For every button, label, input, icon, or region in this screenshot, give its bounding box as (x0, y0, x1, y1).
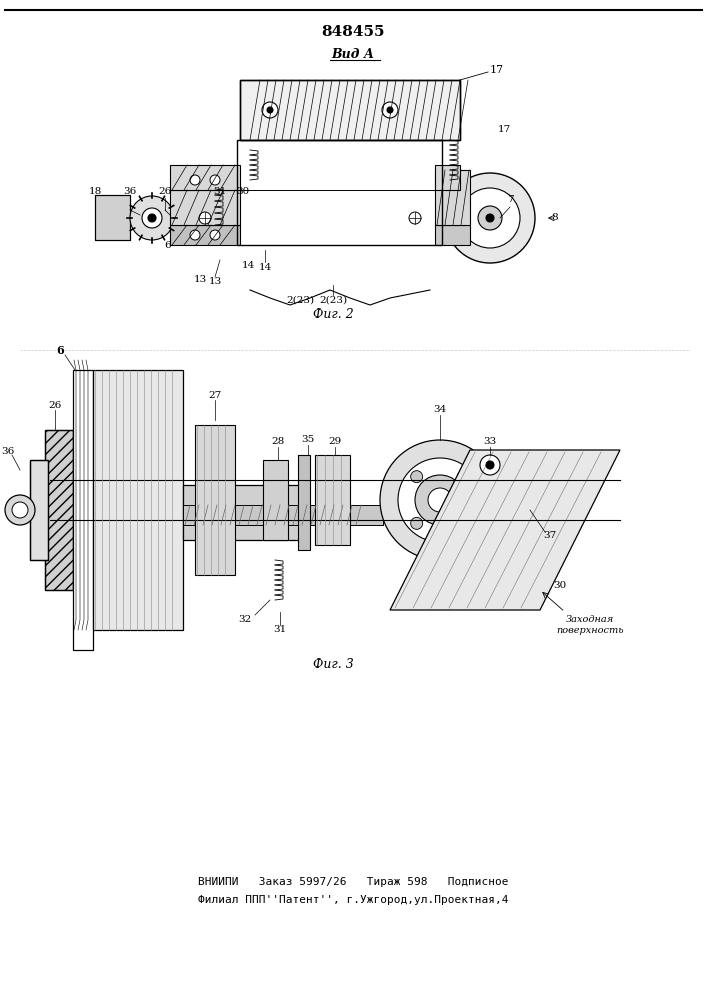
Text: 8: 8 (551, 214, 559, 223)
Text: 36: 36 (124, 188, 136, 196)
Bar (93, 370, 183, 630)
Text: 6: 6 (165, 240, 171, 249)
Circle shape (190, 175, 200, 185)
Bar (45, 430, 73, 590)
Text: 33: 33 (484, 438, 496, 446)
Circle shape (457, 471, 469, 483)
Circle shape (486, 214, 494, 222)
Circle shape (380, 440, 500, 560)
Text: 2(23): 2(23) (319, 296, 347, 304)
Circle shape (12, 502, 28, 518)
Circle shape (398, 458, 482, 542)
Circle shape (478, 206, 502, 230)
Bar (237, 140, 442, 245)
Bar (95, 195, 130, 240)
Bar (170, 190, 240, 225)
Circle shape (387, 107, 393, 113)
Text: 13: 13 (194, 275, 206, 284)
Circle shape (445, 173, 535, 263)
Text: 18: 18 (88, 188, 102, 196)
Circle shape (457, 517, 469, 529)
Polygon shape (390, 450, 620, 610)
Text: ВНИИПИ   Заказ 5997/26   Тираж 598   Подписное: ВНИИПИ Заказ 5997/26 Тираж 598 Подписное (198, 877, 508, 887)
Text: 26: 26 (158, 188, 172, 196)
Text: Заходная
поверхность: Заходная поверхность (556, 615, 624, 635)
Text: 30: 30 (236, 188, 250, 196)
Text: 848455: 848455 (321, 25, 385, 39)
Bar (73, 370, 93, 650)
Bar (183, 505, 383, 525)
Bar (298, 455, 310, 550)
Bar (30, 460, 48, 560)
Text: 36: 36 (1, 448, 15, 456)
Circle shape (210, 175, 220, 185)
Bar (170, 165, 240, 190)
Circle shape (460, 188, 520, 248)
Bar (315, 455, 350, 545)
Circle shape (190, 230, 200, 240)
Bar (435, 165, 460, 190)
Text: Фиг. 2: Фиг. 2 (312, 308, 354, 322)
Circle shape (415, 475, 465, 525)
Circle shape (262, 102, 278, 118)
Bar (263, 460, 288, 540)
Circle shape (267, 107, 273, 113)
Bar (30, 460, 48, 560)
Bar (170, 225, 240, 245)
Circle shape (148, 214, 156, 222)
Circle shape (409, 212, 421, 224)
Text: 17: 17 (498, 125, 510, 134)
Text: 17: 17 (490, 65, 504, 75)
Bar (435, 225, 470, 245)
Bar (45, 430, 73, 590)
Text: 14: 14 (258, 262, 271, 271)
Circle shape (210, 230, 220, 240)
Text: 35: 35 (301, 436, 315, 444)
Circle shape (142, 208, 162, 228)
Circle shape (411, 471, 423, 483)
Text: 31: 31 (274, 626, 286, 635)
Circle shape (480, 455, 500, 475)
Text: 32: 32 (238, 615, 252, 624)
Circle shape (382, 102, 398, 118)
Text: 37: 37 (544, 530, 556, 540)
Text: 26: 26 (48, 400, 62, 410)
Text: Вид А: Вид А (332, 48, 375, 62)
Bar (95, 195, 130, 240)
Text: 31: 31 (214, 188, 227, 196)
Circle shape (428, 488, 452, 512)
Circle shape (5, 495, 35, 525)
Bar (435, 170, 470, 225)
Text: 29: 29 (328, 438, 341, 446)
Text: 6: 6 (56, 344, 64, 356)
Circle shape (486, 461, 494, 469)
Text: 14: 14 (241, 260, 255, 269)
Bar (240, 80, 460, 140)
Text: 2(23): 2(23) (286, 296, 314, 304)
Text: Фиг. 3: Фиг. 3 (312, 658, 354, 672)
Text: 27: 27 (209, 390, 221, 399)
Text: 13: 13 (209, 277, 221, 286)
Bar (240, 80, 460, 140)
Text: 7: 7 (507, 196, 513, 205)
Bar (183, 485, 303, 540)
Text: 34: 34 (433, 406, 447, 414)
Circle shape (411, 517, 423, 529)
Text: 30: 30 (554, 580, 566, 589)
Text: 28: 28 (271, 438, 285, 446)
Text: Филиал ППП''Патент'', г.Ужгород,ул.Проектная,4: Филиал ППП''Патент'', г.Ужгород,ул.Проек… (198, 895, 508, 905)
Bar (195, 425, 235, 575)
Circle shape (130, 196, 174, 240)
Circle shape (199, 212, 211, 224)
